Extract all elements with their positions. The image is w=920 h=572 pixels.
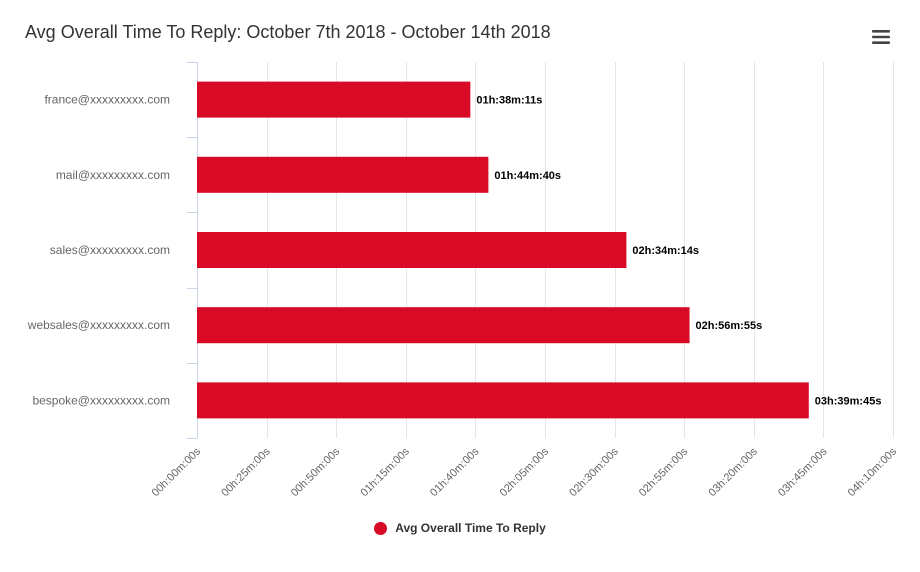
x-tick-label: 04h:10m:00s (846, 445, 900, 499)
bar-chart: france@xxxxxxxxx.com mail@xxxxxxxxx.com sa… (27, 62, 900, 499)
bar (197, 156, 489, 193)
x-axis: 00h:00m:00s 00h:25m:00s 00h:50m:00s 01h:15m… (150, 445, 900, 499)
legend: Avg Overall Time To Reply (0, 521, 920, 535)
x-tick-label: 00h:25m:00s (219, 445, 273, 499)
x-tick-label: 02h:55m:00s (637, 445, 691, 499)
x-tick-label: 02h:30m:00s (567, 445, 621, 499)
legend-item[interactable]: Avg Overall Time To Reply (374, 521, 546, 535)
x-tick-label: 01h:40m:00s (428, 445, 482, 499)
data-label: 01h:38m:11s (476, 95, 542, 107)
bars (197, 81, 809, 419)
bar (197, 232, 627, 268)
data-label: 02h:34m:14s (632, 245, 699, 257)
data-label: 02h:56m:55s (696, 320, 763, 332)
y-tick-label: mail@xxxxxxxxx.com (56, 168, 170, 182)
y-tick-label: bespoke@xxxxxxxxx.com (32, 393, 170, 407)
x-tick-label: 03h:45m:00s (776, 445, 830, 499)
x-tick-label: 02h:05m:00s (498, 445, 552, 499)
bar (197, 81, 471, 118)
bar (197, 307, 690, 344)
chart-menu-button[interactable] (868, 26, 894, 48)
legend-label: Avg Overall Time To Reply (395, 521, 546, 535)
data-label: 01h:44m:40s (494, 170, 561, 182)
x-tick-label: 01h:15m:00s (358, 445, 412, 499)
bar (197, 382, 809, 419)
hamburger-menu-icon (872, 30, 890, 44)
data-labels: 01h:38m:11s 01h:44m:40s 02h:34m:14s 02h:56m… (476, 95, 881, 408)
x-tick-label: 00h:00m:00s (150, 445, 204, 499)
y-tick-label: france@xxxxxxxxx.com (44, 93, 170, 107)
y-tick-label: sales@xxxxxxxxx.com (50, 243, 170, 257)
y-axis: france@xxxxxxxxx.com mail@xxxxxxxxx.com sa… (27, 62, 198, 439)
chart-title: Avg Overall Time To Reply: October 7th 2… (25, 22, 551, 42)
x-tick-label: 03h:20m:00s (706, 445, 760, 499)
data-label: 03h:39m:45s (815, 395, 882, 407)
y-tick-label: websales@xxxxxxxxx.com (27, 318, 170, 332)
legend-marker (374, 521, 388, 535)
x-tick-label: 00h:50m:00s (289, 445, 343, 499)
